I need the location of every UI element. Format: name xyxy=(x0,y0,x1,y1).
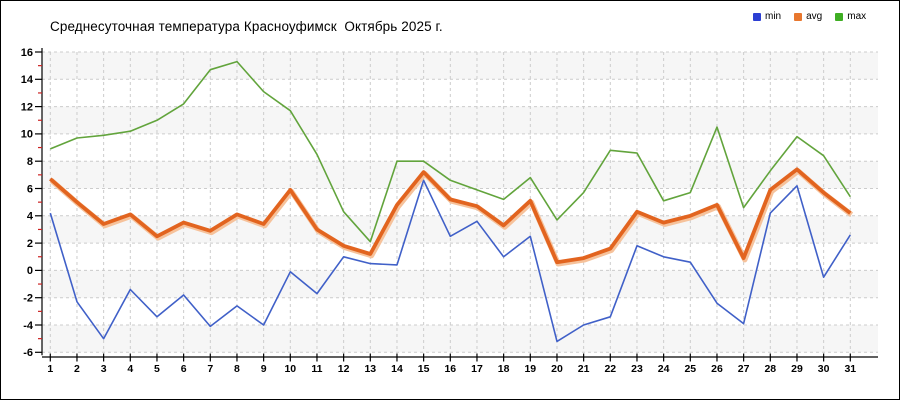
x-tick-label: 19 xyxy=(524,363,536,375)
plot-band xyxy=(42,215,878,244)
y-tick-label: 16 xyxy=(21,47,33,59)
x-tick-label: 14 xyxy=(391,363,403,375)
y-tick-label: 6 xyxy=(27,183,33,195)
x-tick-label: 4 xyxy=(127,363,133,375)
x-tick-label: 10 xyxy=(284,363,296,375)
y-tick-label: -2 xyxy=(23,293,33,305)
y-tick-label: 10 xyxy=(21,129,33,141)
plot-band xyxy=(42,52,878,80)
x-tick-label: 22 xyxy=(604,363,616,375)
legend-label-min: min xyxy=(765,11,782,22)
x-tick-label: 13 xyxy=(364,363,376,375)
x-tick-label: 7 xyxy=(207,363,213,375)
y-tick-label: 0 xyxy=(27,265,33,277)
plot-band xyxy=(42,325,878,353)
x-tick-label: 24 xyxy=(658,363,670,375)
legend: min avg max xyxy=(753,11,866,22)
x-tick-label: 25 xyxy=(684,363,696,375)
x-tick-label: 1 xyxy=(47,363,53,375)
x-tick-label: 18 xyxy=(498,363,510,375)
series-min-line xyxy=(49,179,851,343)
legend-label-avg: avg xyxy=(806,11,823,22)
chart-title: Среднесуточная температура Красноуфимск … xyxy=(50,19,443,34)
legend-item-avg: avg xyxy=(794,11,822,22)
x-tick-label: 15 xyxy=(418,363,430,375)
x-tick-label: 2 xyxy=(74,363,80,375)
y-tick-label: 12 xyxy=(21,101,33,113)
y-tick-label: 4 xyxy=(27,211,34,223)
y-tick-label: 2 xyxy=(27,238,33,250)
x-tick-label: 20 xyxy=(551,363,563,375)
x-tick-label: 31 xyxy=(844,363,856,375)
legend-item-max: max xyxy=(835,11,866,22)
x-tick-label: 16 xyxy=(444,363,456,375)
legend-item-min: min xyxy=(753,11,781,22)
y-tick-label: 8 xyxy=(27,156,33,168)
legend-swatch-avg-icon xyxy=(794,12,803,21)
x-tick-label: 27 xyxy=(738,363,750,375)
x-tick-label: 12 xyxy=(338,363,350,375)
y-tick-label: 14 xyxy=(21,74,34,86)
x-tick-label: 8 xyxy=(234,363,240,375)
legend-swatch-max-icon xyxy=(835,12,844,21)
x-tick-label: 21 xyxy=(578,363,590,375)
x-tick-label: 9 xyxy=(261,363,267,375)
x-tick-label: 3 xyxy=(101,363,107,375)
series-avg-line xyxy=(49,167,852,265)
legend-swatch-min-icon xyxy=(753,12,761,21)
plot-band xyxy=(42,106,878,134)
x-tick-label: 29 xyxy=(791,363,803,375)
plot-band xyxy=(42,270,878,298)
x-tick-label: 17 xyxy=(471,363,483,375)
x-tick-label: 5 xyxy=(154,363,160,375)
x-tick-label: 30 xyxy=(818,363,830,375)
legend-label-max: max xyxy=(847,11,867,22)
y-tick-label: -4 xyxy=(23,320,34,332)
x-tick-label: 28 xyxy=(764,363,776,375)
x-tick-label: 23 xyxy=(631,363,643,375)
y-tick-label: -6 xyxy=(23,347,33,359)
series-max-line xyxy=(49,60,851,243)
x-tick-label: 26 xyxy=(711,363,723,375)
x-tick-label: 6 xyxy=(181,363,187,375)
x-tick-label: 11 xyxy=(311,363,322,375)
